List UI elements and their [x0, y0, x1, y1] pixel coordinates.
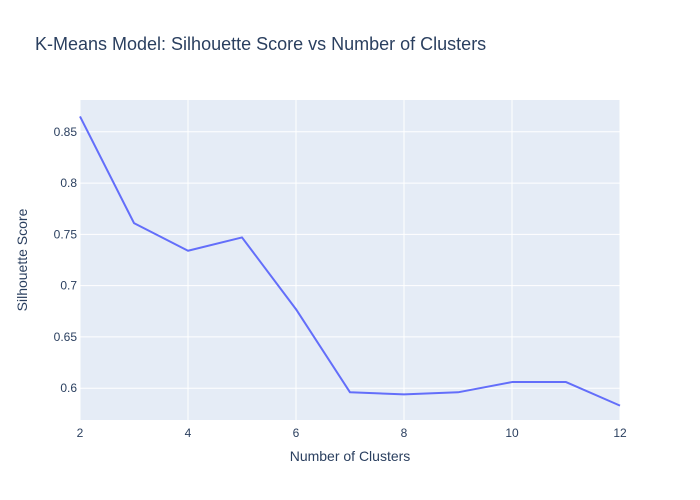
- data-point[interactable]: [616, 402, 624, 410]
- data-point[interactable]: [238, 233, 246, 241]
- x-gridlines: [79, 100, 621, 420]
- series-line[interactable]: [79, 115, 621, 407]
- x-tick-label: 12: [613, 426, 627, 440]
- y-tick-label: 0.85: [54, 125, 78, 139]
- data-point[interactable]: [76, 112, 84, 120]
- data-point[interactable]: [400, 390, 408, 398]
- y-tick-label: 0.8: [60, 176, 77, 190]
- x-tick-label: 10: [505, 426, 519, 440]
- data-point[interactable]: [184, 247, 192, 255]
- x-tick-label: 8: [401, 426, 408, 440]
- y-tick-label: 0.6: [60, 381, 77, 395]
- x-tick-labels: 2 4 6 8 10 12: [77, 426, 627, 440]
- y-axis-title: Silhouette Score: [14, 208, 30, 311]
- data-point[interactable]: [130, 219, 138, 227]
- y-gridlines: [80, 131, 620, 389]
- x-tick-label: 2: [77, 426, 84, 440]
- data-point[interactable]: [292, 305, 300, 313]
- x-tick-label: 6: [293, 426, 300, 440]
- y-tick-labels: 0.6 0.65 0.7 0.75 0.8 0.85: [54, 125, 78, 395]
- y-tick-label: 0.7: [60, 279, 77, 293]
- data-point[interactable]: [562, 378, 570, 386]
- series-layer: [76, 112, 624, 410]
- data-point[interactable]: [508, 378, 516, 386]
- plot-area: [80, 100, 620, 420]
- chart-title: K-Means Model: Silhouette Score vs Numbe…: [35, 34, 486, 54]
- data-point[interactable]: [454, 388, 462, 396]
- x-tick-label: 4: [185, 426, 192, 440]
- y-tick-label: 0.65: [54, 330, 78, 344]
- y-tick-label: 0.75: [54, 227, 78, 241]
- data-point[interactable]: [346, 388, 354, 396]
- x-axis-title: Number of Clusters: [290, 448, 411, 464]
